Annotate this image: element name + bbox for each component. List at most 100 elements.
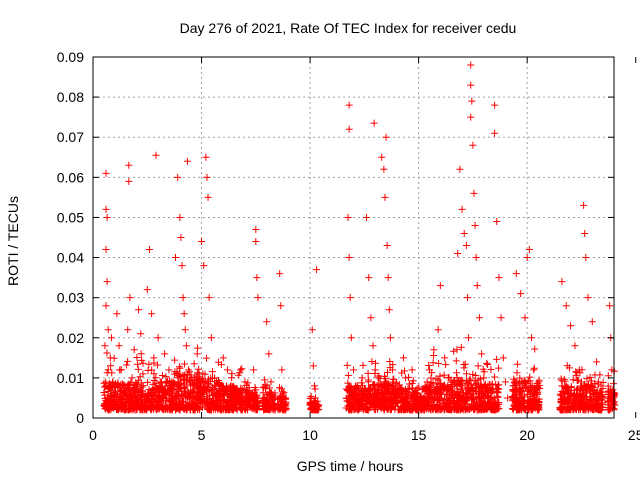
data-point: [204, 395, 212, 403]
data-point: [215, 378, 223, 386]
data-point: [531, 404, 539, 412]
data-point: [145, 246, 153, 254]
data-point: [183, 157, 191, 165]
data-point: [228, 389, 236, 397]
data-point: [491, 101, 499, 109]
data-point: [181, 326, 189, 334]
data-point: [207, 405, 215, 413]
data-point: [526, 393, 534, 401]
data-point: [577, 396, 585, 404]
data-point: [491, 129, 499, 137]
data-point: [490, 394, 498, 402]
data-point: [205, 294, 213, 302]
data-point: [405, 405, 413, 413]
data-point: [200, 262, 208, 270]
data-point: [516, 374, 524, 382]
data-point: [117, 366, 125, 374]
data-point: [436, 395, 444, 403]
data-point: [524, 406, 532, 414]
data-point: [309, 362, 317, 370]
data-point: [163, 378, 171, 386]
data-point: [218, 383, 226, 391]
data-point: [229, 406, 237, 414]
data-point: [277, 302, 285, 310]
data-point: [138, 356, 146, 364]
data-point: [527, 401, 535, 409]
data-point: [591, 379, 599, 387]
data-point: [276, 270, 284, 278]
data-point: [467, 113, 475, 121]
data-point: [449, 390, 457, 398]
data-point: [171, 356, 179, 364]
x-tick-label: 10: [302, 427, 318, 443]
data-point: [190, 360, 198, 368]
data-point: [275, 384, 283, 392]
data-point: [474, 392, 482, 400]
data-point: [141, 390, 149, 398]
data-point: [143, 398, 151, 406]
data-point: [609, 399, 617, 407]
data-point: [512, 393, 520, 401]
y-tick-label: 0.08: [57, 89, 84, 105]
data-point: [312, 394, 320, 402]
data-point: [388, 384, 396, 392]
data-point: [558, 377, 566, 385]
x-tick-label: 5: [198, 427, 206, 443]
data-point: [557, 392, 565, 400]
data-point: [261, 376, 269, 384]
data-point: [473, 282, 481, 290]
data-point: [161, 350, 169, 358]
x-tick-label: 20: [519, 427, 535, 443]
data-point: [592, 388, 600, 396]
data-point: [436, 390, 444, 398]
data-point: [431, 392, 439, 400]
data-point: [102, 382, 110, 390]
data-point: [156, 378, 164, 386]
data-point: [565, 364, 573, 372]
data-point: [512, 385, 520, 393]
data-point: [442, 405, 450, 413]
data-point: [528, 334, 536, 342]
data-point: [348, 391, 356, 399]
data-point: [358, 374, 366, 382]
data-point: [475, 393, 483, 401]
data-point: [457, 405, 465, 413]
data-point: [526, 373, 534, 381]
data-point: [382, 396, 390, 404]
data-point: [393, 398, 401, 406]
data-point: [133, 353, 141, 361]
data-point: [219, 402, 227, 410]
data-point: [381, 384, 389, 392]
data-point: [423, 387, 431, 395]
data-point: [104, 401, 112, 409]
data-point: [359, 361, 367, 369]
data-point: [237, 384, 245, 392]
data-point: [228, 403, 236, 411]
data-point: [102, 246, 110, 254]
data-point: [179, 294, 187, 302]
data-point: [517, 290, 525, 298]
data-point: [605, 406, 613, 414]
data-point: [584, 294, 592, 302]
data-point: [487, 365, 495, 373]
data-point: [391, 386, 399, 394]
data-point: [386, 334, 394, 342]
data-point: [344, 213, 352, 221]
data-point: [196, 389, 204, 397]
data-point: [245, 386, 253, 394]
data-point: [358, 405, 366, 413]
data-point: [532, 386, 540, 394]
data-point: [535, 376, 543, 384]
data-point: [132, 406, 140, 414]
data-point: [582, 254, 590, 262]
data-point: [137, 350, 145, 358]
data-point: [136, 388, 144, 396]
data-point: [435, 404, 443, 412]
data-point: [519, 384, 527, 392]
data-point: [171, 406, 179, 414]
data-point: [313, 266, 321, 274]
data-point: [415, 402, 423, 410]
data-point: [172, 394, 180, 402]
data-point: [463, 376, 471, 384]
